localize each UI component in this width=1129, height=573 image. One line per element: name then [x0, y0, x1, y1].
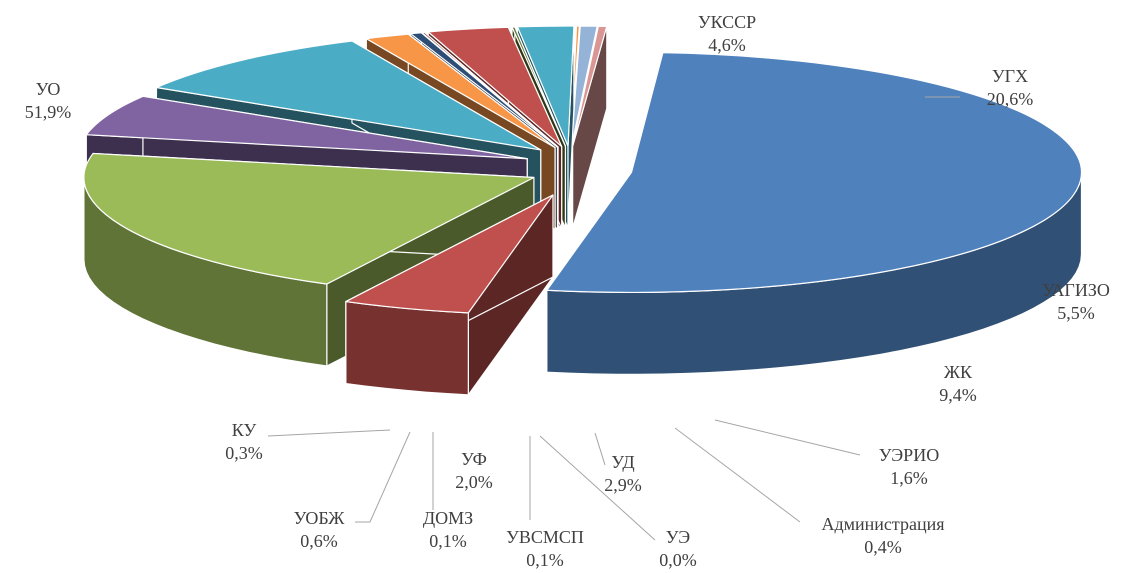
- pie-slice-top: [546, 52, 1083, 294]
- slice-category-label: УВСМСП: [506, 527, 584, 547]
- slice-category-label: УО: [36, 79, 61, 99]
- slice-category-label: УД: [611, 452, 634, 472]
- pie-slices: [83, 25, 1083, 396]
- slice-category-label: УЭ: [666, 527, 691, 547]
- slice-category-label: УОБЖ: [294, 508, 346, 528]
- slice-value-label: 2,0%: [455, 472, 493, 492]
- pie-slice-top: [427, 26, 563, 148]
- pie-slice-top: [511, 26, 566, 147]
- leader-line: [267, 429, 391, 437]
- pie-slice-top: [345, 194, 554, 314]
- pie-slice-14: [572, 25, 608, 229]
- leader-line: [355, 431, 411, 523]
- slice-value-label: 20,6%: [987, 89, 1034, 109]
- leader-line: [539, 435, 656, 541]
- slice-value-label: 2,9%: [604, 475, 642, 495]
- slice-value-label: 0,6%: [300, 531, 338, 551]
- slice-category-label: Администрация: [821, 514, 944, 534]
- leader-line: [714, 419, 861, 456]
- leader-line: [674, 427, 801, 523]
- pie-slice-top: [572, 25, 608, 147]
- slice-value-label: 0,1%: [429, 531, 467, 551]
- slice-value-label: 5,5%: [1057, 303, 1095, 323]
- pie-slice-2: [345, 194, 554, 396]
- slice-category-label: ЖК: [944, 362, 973, 382]
- pie-slice-top: [155, 40, 542, 151]
- pie-slice-top: [365, 33, 556, 149]
- slice-value-label: 0,4%: [864, 537, 902, 557]
- slice-category-label: УГХ: [992, 66, 1028, 86]
- pie-slice-3: [83, 152, 535, 367]
- slice-value-label: 51,9%: [25, 102, 72, 122]
- pie-slice-top: [83, 152, 535, 285]
- slice-value-label: 0,3%: [225, 443, 263, 463]
- pie-slice-1: [546, 52, 1083, 375]
- slice-value-label: 0,1%: [526, 550, 564, 570]
- slice-category-label: КУ: [232, 420, 257, 440]
- slice-category-label: ДОМЗ: [423, 508, 473, 528]
- slice-category-label: УКССР: [698, 12, 756, 32]
- leader-line: [594, 432, 606, 466]
- slice-category-label: УАГИЗО: [1042, 280, 1110, 300]
- pie-slice-top: [85, 95, 528, 160]
- data-labels: УО 51,9% УКССР 4,6% УГХ 20,6% УАГИЗО 5,5% ЖК 9,4%…: [25, 12, 1110, 570]
- pie-slice-rim: [345, 300, 469, 396]
- pie-slice-top: [516, 25, 575, 147]
- pie-slice-top: [570, 25, 598, 147]
- slice-category-label: УФ: [461, 449, 487, 469]
- pie-slice-top: [410, 32, 559, 148]
- slice-value-label: 1,6%: [890, 468, 928, 488]
- slice-value-label: 9,4%: [939, 385, 977, 405]
- slice-value-label: 0,0%: [659, 550, 697, 570]
- slice-value-label: 4,6%: [708, 35, 746, 55]
- slice-category-label: УЭРИО: [879, 445, 939, 465]
